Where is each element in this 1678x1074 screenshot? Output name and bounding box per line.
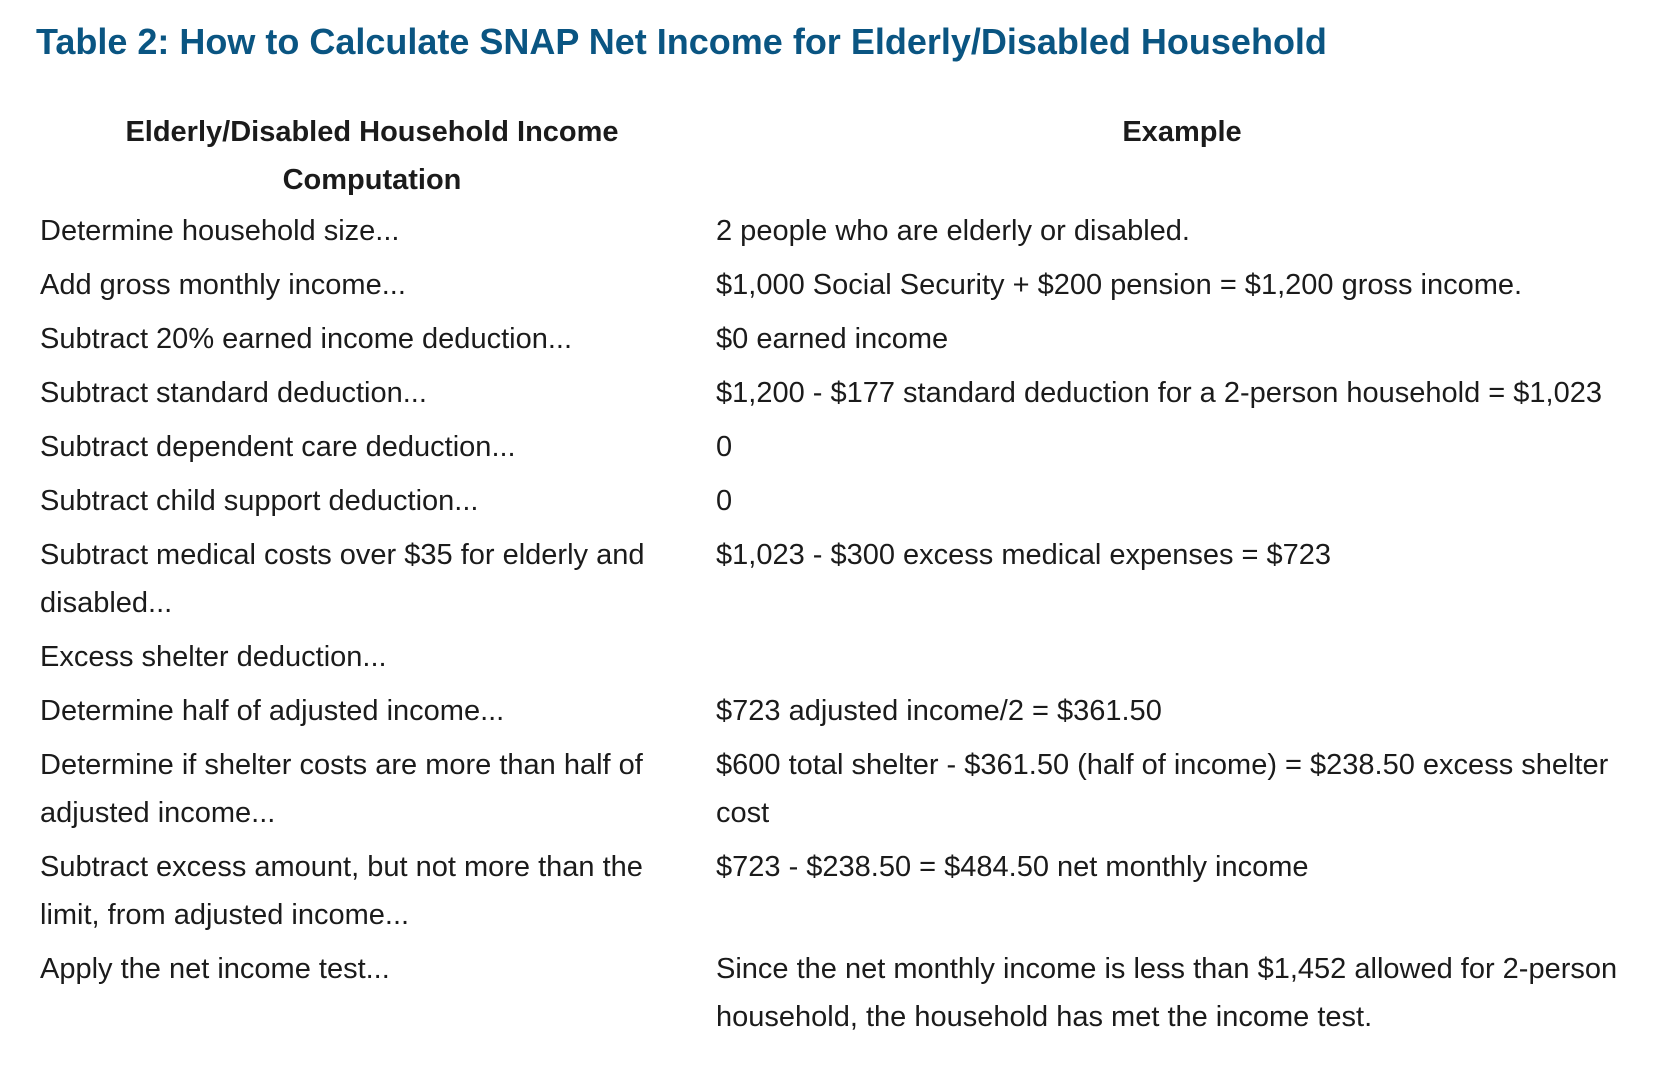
table-row: Add gross monthly income... $1,000 Socia… — [34, 258, 1654, 312]
example-cell: $723 - $238.50 = $484.50 net monthly inc… — [716, 851, 1309, 883]
step-cell: Subtract medical costs over $35 for elde… — [40, 539, 645, 619]
table-row: Determine if shelter costs are more than… — [34, 738, 1654, 840]
step-cell: Subtract dependent care deduction... — [40, 431, 516, 463]
example-cell: $0 earned income — [716, 323, 949, 355]
table-row: Excess shelter deduction... — [34, 630, 1654, 684]
step-cell: Excess shelter deduction... — [40, 641, 387, 673]
table-row: Subtract medical costs over $35 for elde… — [34, 528, 1654, 630]
step-cell: Subtract standard deduction... — [40, 377, 427, 409]
example-cell: $1,023 - $300 excess medical expenses = … — [716, 539, 1332, 571]
step-cell: Apply the net income test... — [40, 953, 390, 985]
page-title: Table 2: How to Calculate SNAP Net Incom… — [36, 21, 1327, 62]
column-header-example: Example — [1122, 116, 1242, 148]
step-cell: Subtract 20% earned income deduction... — [40, 323, 572, 355]
example-cell: 0 — [716, 431, 733, 463]
table-header-row: Elderly/Disabled Household Income Comput… — [34, 108, 1654, 204]
example-cell: $1,200 - $177 standard deduction for a 2… — [716, 377, 1602, 409]
example-cell: $600 total shelter - $361.50 (half of in… — [716, 749, 1609, 829]
step-cell: Determine half of adjusted income... — [40, 695, 505, 727]
table-row: Subtract dependent care deduction... 0 — [34, 420, 1654, 474]
example-cell: $723 adjusted income/2 = $361.50 — [716, 695, 1162, 727]
step-cell: Subtract child support deduction... — [40, 485, 479, 517]
snap-net-income-table: Elderly/Disabled Household Income Comput… — [34, 108, 1654, 1044]
table-row: Subtract standard deduction... $1,200 - … — [34, 366, 1654, 420]
step-cell: Determine household size... — [40, 215, 400, 247]
column-header-computation: Elderly/Disabled Household Income Comput… — [125, 116, 619, 196]
example-cell: Since the net monthly income is less tha… — [716, 953, 1618, 1033]
example-cell: 2 people who are elderly or disabled. — [716, 215, 1190, 247]
table-row: Determine household size... 2 people who… — [34, 204, 1654, 258]
table-row: Apply the net income test... Since the n… — [34, 942, 1654, 1044]
table-row: Subtract 20% earned income deduction... … — [34, 312, 1654, 366]
step-cell: Determine if shelter costs are more than… — [40, 749, 643, 829]
example-cell: 0 — [716, 485, 733, 517]
table-row: Subtract excess amount, but not more tha… — [34, 840, 1654, 942]
table-row: Determine half of adjusted income... $72… — [34, 684, 1654, 738]
table-row: Subtract child support deduction... 0 — [34, 474, 1654, 528]
step-cell: Subtract excess amount, but not more tha… — [40, 851, 643, 931]
step-cell: Add gross monthly income... — [40, 269, 406, 301]
example-cell: $1,000 Social Security + $200 pension = … — [716, 269, 1523, 301]
example-cell — [710, 630, 1654, 684]
